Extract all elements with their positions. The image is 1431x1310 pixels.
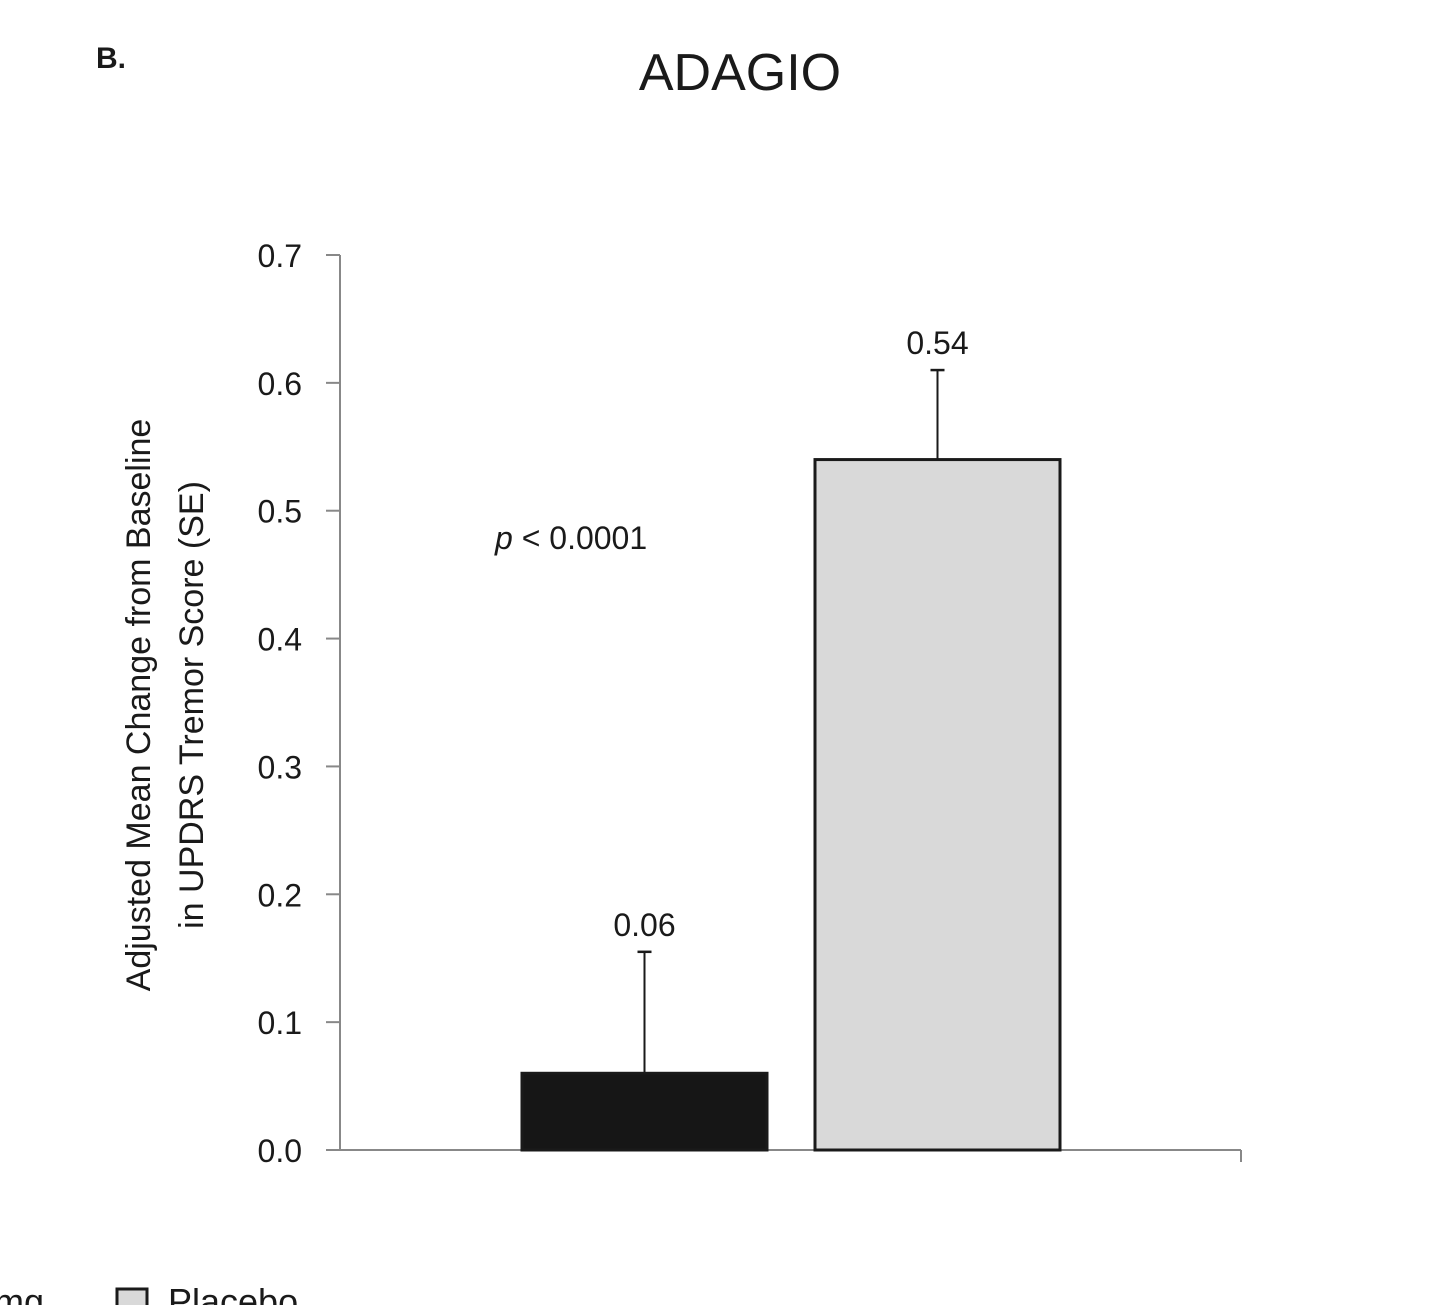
legend: mg Placebo	[0, 1281, 298, 1310]
y-tick-label: 0.5	[258, 494, 302, 530]
y-axis-label-line-1: Adjusted Mean Change from Baseline	[120, 419, 158, 992]
p-symbol: p	[494, 520, 513, 556]
y-tick-label: 0.6	[258, 366, 302, 402]
bar	[813, 458, 1062, 1152]
y-tick-label: 0.0	[258, 1133, 302, 1169]
panel-label: B.	[96, 42, 126, 75]
bars: 0.06 0.54	[520, 325, 1062, 1152]
p-value-text: < 0.0001	[513, 520, 647, 556]
legend-entry-label: mg	[0, 1281, 44, 1305]
y-tick-label: 0.7	[258, 238, 302, 274]
data-label: 0.06	[613, 907, 675, 943]
legend-entry-label: Placebo	[168, 1281, 298, 1305]
legend-swatch	[115, 1287, 149, 1310]
data-label: 0.54	[906, 325, 968, 361]
p-value-annotation: p < 0.0001	[494, 520, 647, 556]
y-tick-label: 0.1	[258, 1005, 302, 1041]
bar	[520, 1071, 769, 1152]
y-tick-label: 0.3	[258, 749, 302, 785]
y-tick-label: 0.2	[258, 877, 302, 913]
y-axis-label: Adjusted Mean Change from Baseline in UP…	[120, 419, 211, 992]
axes: 0.0 0.1 0.2 0.3 0.4 0.5 0.6 0.7	[258, 238, 1242, 1169]
chart-title: ADAGIO	[639, 44, 841, 102]
y-axis-label-line-2: in UPDRS Tremor Score (SE)	[173, 481, 211, 929]
y-tick-label: 0.4	[258, 622, 302, 658]
